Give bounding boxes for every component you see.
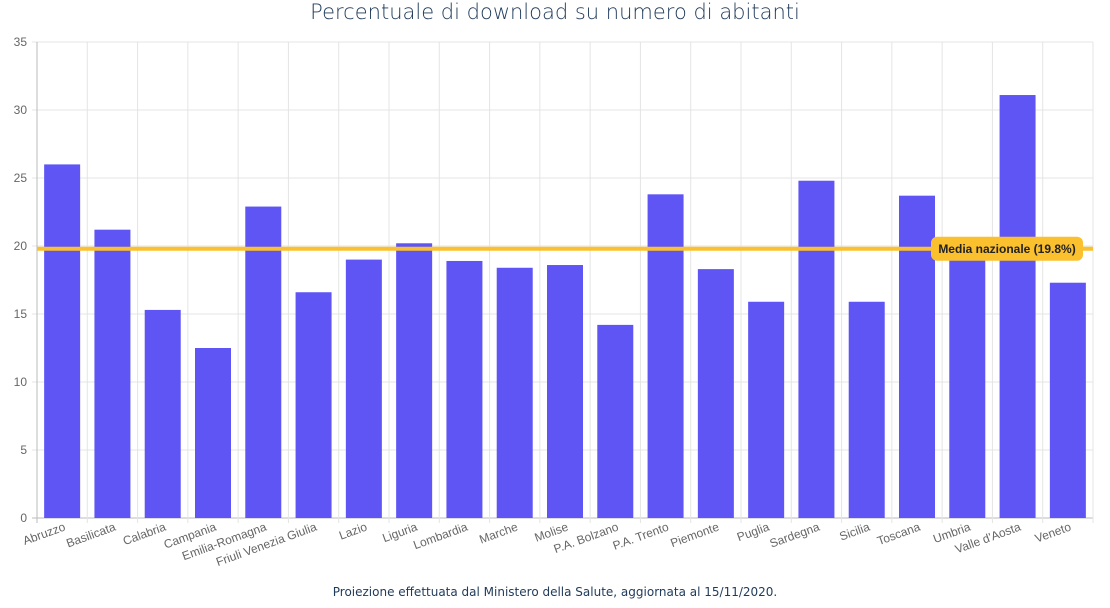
- bar-emilia-romagna: [245, 206, 282, 518]
- bar-puglia: [748, 301, 785, 518]
- bar-abruzzo: [44, 164, 81, 518]
- y-tick-label: 5: [20, 443, 27, 457]
- bar-lazio: [345, 259, 382, 518]
- x-tick-label: Lazio: [337, 520, 369, 543]
- x-tick-label: Sardegna: [768, 520, 822, 551]
- bar-piemonte: [697, 269, 734, 518]
- y-tick-label: 25: [14, 171, 28, 185]
- bar-valle-d-aosta: [999, 95, 1036, 518]
- x-tick-label: Marche: [477, 520, 520, 547]
- y-tick-label: 35: [14, 35, 28, 49]
- x-tick-label: Veneto: [1033, 520, 1073, 546]
- bar-liguria: [396, 243, 433, 518]
- bar-veneto: [1049, 282, 1086, 518]
- reference-label-box: [931, 236, 1083, 261]
- x-tick-label: P.A. Trento: [611, 520, 671, 553]
- bar-campania: [195, 348, 231, 518]
- bar-friuli-venezia-giulia: [295, 292, 332, 518]
- bar-calabria: [144, 309, 181, 518]
- x-tick-label: Abruzzo: [21, 520, 67, 548]
- x-tick-label: Basilicata: [64, 520, 117, 551]
- bar-p-a-bolzano: [597, 324, 634, 518]
- x-tick-label: Toscana: [875, 520, 922, 549]
- bar-umbria: [949, 256, 986, 518]
- x-tick-label: Piemonte: [668, 520, 721, 551]
- y-tick-label: 30: [14, 103, 28, 117]
- y-tick-label: 15: [14, 307, 28, 321]
- y-tick-label: 20: [14, 239, 28, 253]
- bar-marche: [496, 267, 533, 518]
- bar-lombardia: [446, 260, 483, 518]
- y-tick-label: 0: [20, 511, 27, 525]
- x-tick-label: Calabria: [121, 520, 168, 549]
- bar-basilicata: [94, 229, 131, 518]
- x-tick-label: Sicilia: [837, 520, 872, 544]
- chart-title: Percentuale di download su numero di abi…: [310, 0, 800, 24]
- bar-molise: [547, 265, 583, 518]
- chart-footer: Proiezione effettuata dal Ministero dell…: [332, 585, 778, 599]
- x-tick-label: Puglia: [735, 520, 771, 545]
- reference-label: Media nazionale (19.8%): [938, 242, 1075, 256]
- bar-sardegna: [798, 180, 835, 518]
- bar-toscana: [899, 195, 935, 518]
- bar-sicilia: [848, 301, 885, 518]
- bar-p-a-trento: [647, 194, 684, 518]
- x-tick-label: Lombardia: [411, 520, 469, 553]
- y-tick-label: 10: [14, 375, 28, 389]
